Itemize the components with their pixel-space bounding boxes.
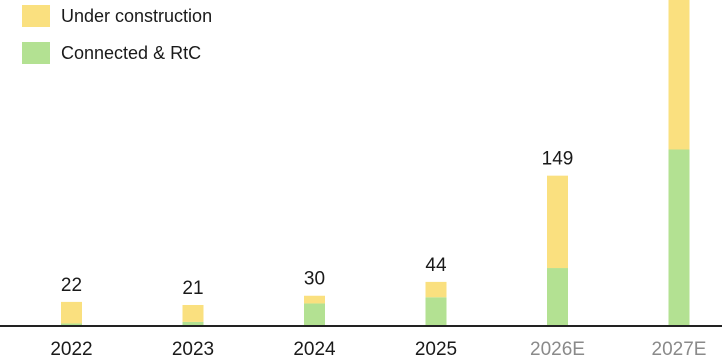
x-tick-label-2022: 2022 [50, 339, 92, 358]
total-label-2022: 22 [61, 275, 82, 296]
bar-under-construction-2027e [668, 0, 690, 150]
x-tick-label-2025: 2025 [415, 339, 457, 358]
legend-label-under-construction: Under construction [61, 5, 213, 26]
legend-item-under-construction: Under construction [22, 5, 212, 27]
bar-under-construction-2024 [304, 295, 325, 304]
total-label-2026e: 149 [542, 149, 574, 170]
total-label-2024: 30 [304, 269, 325, 290]
x-axis-tick-labels: 2022 2023 2024 2025 2026E 2027E [50, 339, 706, 358]
legend-swatch-under-construction [22, 5, 50, 27]
total-labels-group: 22 21 30 44 149 [61, 149, 573, 299]
bar-connected-rtc-2023 [182, 321, 204, 325]
legend-swatch-connected-rtc [22, 42, 50, 64]
bar-connected-rtc-2026e [547, 268, 568, 325]
bar-under-construction-2025 [425, 281, 447, 298]
legend-label-connected-rtc: Connected & RtC [61, 42, 202, 63]
total-label-2025: 44 [425, 255, 447, 276]
x-tick-label-2023: 2023 [172, 339, 214, 358]
legend-item-connected-rtc: Connected & RtC [22, 42, 201, 64]
bar-under-construction-2022 [61, 301, 82, 324]
bar-connected-rtc-2024 [304, 303, 325, 325]
bar-connected-rtc-2025 [425, 297, 447, 325]
bar-connected-rtc-2022 [61, 323, 82, 325]
x-tick-label-2024: 2024 [293, 339, 336, 358]
total-label-2023: 21 [182, 278, 203, 299]
x-tick-label-2026e: 2026E [530, 339, 585, 358]
bar-under-construction-2026e [547, 175, 568, 269]
x-tick-label-2027e: 2027E [652, 339, 707, 358]
bar-connected-rtc-2027e [668, 149, 690, 325]
bars-group [61, 0, 690, 325]
bar-under-construction-2023 [182, 304, 204, 322]
